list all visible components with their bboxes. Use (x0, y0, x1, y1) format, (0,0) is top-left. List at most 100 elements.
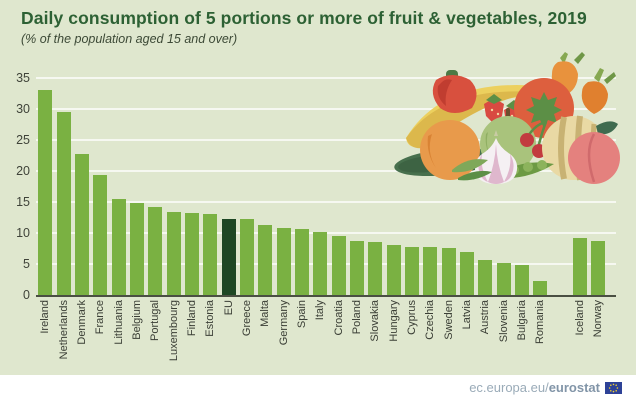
bar-czechia (423, 247, 438, 295)
bar-column-austria: Austria (476, 78, 494, 334)
x-label-norway: Norway (592, 300, 605, 338)
gridline-20 (36, 170, 616, 172)
chart-subtitle: (% of the population aged 15 and over) (21, 32, 238, 46)
carrot-icon (551, 52, 616, 114)
bar-column-malta: Malta (256, 78, 274, 327)
bar-column-germany: Germany (274, 78, 292, 345)
bar-greece (239, 219, 254, 295)
peach-icon (568, 121, 620, 184)
x-label-luxembourg: Luxembourg (167, 300, 180, 362)
orange-icon (420, 120, 480, 180)
x-label-bulgaria: Bulgaria (516, 300, 529, 341)
bar-croatia (331, 236, 346, 295)
bar-column-luxembourg: Luxembourg (164, 78, 182, 361)
x-label-croatia: Croatia (332, 300, 345, 336)
bar-austria (478, 260, 493, 295)
y-tick-label-30: 30 (16, 102, 30, 116)
bar-iceland (572, 237, 587, 295)
bar-column-italy: Italy (311, 78, 329, 320)
x-label-slovakia: Slovakia (369, 300, 382, 342)
cherries-icon (520, 120, 548, 158)
bar-column-croatia: Croatia (330, 78, 348, 335)
y-tick-label-0: 0 (23, 288, 30, 302)
bar-germany (276, 228, 291, 295)
bar-column-belgium: Belgium (128, 78, 146, 340)
bar-column-netherlands: Netherlands (54, 78, 72, 359)
x-label-belgium: Belgium (130, 300, 143, 340)
x-label-finland: Finland (185, 300, 198, 337)
x-label-ireland: Ireland (39, 300, 52, 334)
bar-poland (350, 241, 365, 295)
chart-title: Daily consumption of 5 portions or more … (21, 8, 587, 28)
bar-column-france: France (91, 78, 109, 334)
y-tick-label-5: 5 (23, 257, 30, 271)
gridline-25 (36, 139, 616, 141)
x-label-eu: EU (222, 300, 235, 316)
gridline-35 (36, 77, 616, 79)
bar-cyprus (405, 246, 420, 295)
x-label-lithuania: Lithuania (112, 300, 125, 345)
bar-column-lithuania: Lithuania (109, 78, 127, 345)
y-tick-label-20: 20 (16, 164, 30, 178)
bar-ireland (38, 90, 53, 295)
bar-luxembourg (166, 211, 181, 295)
x-label-malta: Malta (259, 300, 272, 327)
x-label-hungary: Hungary (387, 300, 400, 342)
bar-column-slovenia: Slovenia (495, 78, 513, 342)
bar-sweden (441, 247, 456, 295)
bar-portugal (148, 206, 163, 295)
bar-column-denmark: Denmark (73, 78, 91, 345)
red-pepper-icon (432, 70, 477, 113)
x-label-czechia: Czechia (424, 300, 437, 340)
x-label-italy: Italy (314, 300, 327, 321)
bar-finland (184, 213, 199, 295)
bar-bulgaria (515, 265, 530, 295)
bar-belgium (129, 202, 144, 295)
footer-url-prefix: ec.europa.eu/ (469, 380, 549, 395)
x-label-slovenia: Slovenia (497, 300, 510, 343)
bar-column-czechia: Czechia (421, 78, 439, 340)
bar-latvia (460, 251, 475, 295)
footer-bar: ec.europa.eu/eurostat (0, 375, 636, 400)
bar-italy (313, 231, 328, 295)
leafy-greens-icon (452, 159, 492, 181)
x-label-romania: Romania (534, 300, 547, 345)
x-label-denmark: Denmark (75, 300, 88, 345)
bar-column-iceland: Iceland (571, 78, 589, 335)
bar-column-finland: Finland (183, 78, 201, 336)
x-label-portugal: Portugal (149, 300, 162, 341)
bars-container: Ireland Netherlands Denmark France Lithuania… (36, 78, 607, 361)
bar-column-eu: EU (219, 78, 237, 315)
x-label-netherlands: Netherlands (57, 300, 70, 360)
bar-norway (591, 241, 606, 295)
bar-france (93, 174, 108, 295)
y-tick-label-10: 10 (16, 226, 30, 240)
x-label-france: France (94, 300, 107, 335)
y-tick-label-15: 15 (16, 195, 30, 209)
x-label-austria: Austria (479, 300, 492, 335)
bar-slovenia (496, 262, 511, 295)
x-label-germany: Germany (277, 300, 290, 346)
x-label-latvia: Latvia (461, 300, 474, 330)
bar-malta (258, 224, 273, 295)
y-tick-label-25: 25 (16, 133, 30, 147)
footer-url-eurostat: eurostat (548, 380, 600, 395)
bar-column-cyprus: Cyprus (403, 78, 421, 335)
fruit-vegetables-illustration (394, 52, 620, 184)
bar-romania (533, 281, 548, 295)
bar-netherlands (56, 112, 71, 295)
x-label-spain: Spain (295, 300, 308, 329)
y-axis: 0 5 10 15 20 25 30 35 (0, 71, 30, 302)
bar-column-latvia: Latvia (458, 78, 476, 329)
bar-column-bulgaria: Bulgaria (513, 78, 531, 340)
x-label-estonia: Estonia (204, 300, 217, 337)
bar-column-greece: Greece (238, 78, 256, 336)
bar-spain (294, 228, 309, 295)
bar-column-slovakia: Slovakia (366, 78, 384, 342)
bar-column-sweden: Sweden (440, 78, 458, 340)
bar-column-spain: Spain (293, 78, 311, 328)
bar-estonia (203, 214, 218, 295)
x-label-iceland: Iceland (573, 300, 586, 336)
x-axis-line (36, 295, 616, 297)
bar-column-hungary: Hungary (385, 78, 403, 342)
